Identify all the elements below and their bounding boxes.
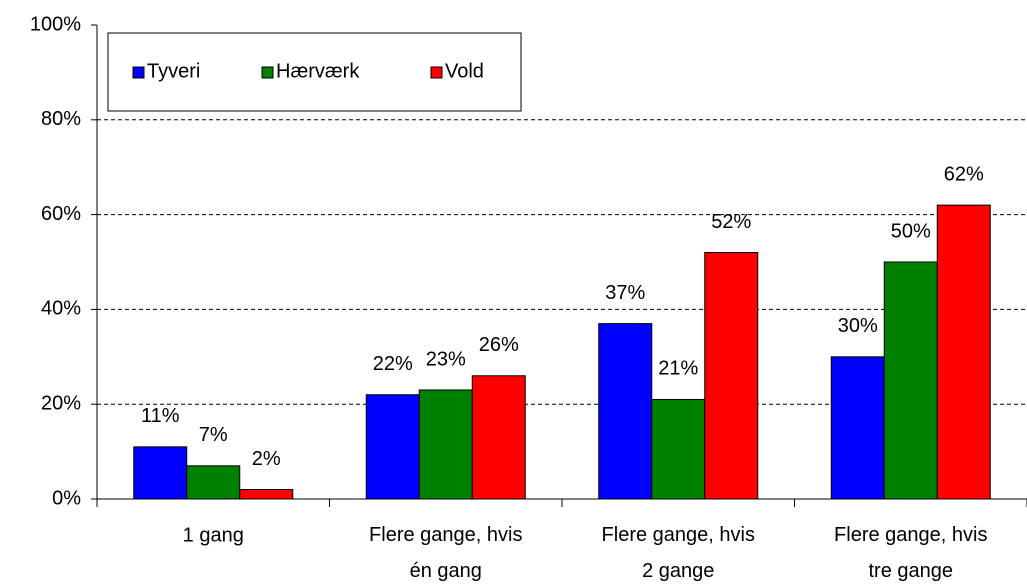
x-tick-label: Flere gange, hvis én gang (369, 524, 522, 582)
data-label: 23% (426, 348, 466, 370)
legend-label: Hærværk (276, 60, 360, 82)
data-label: 62% (944, 163, 984, 185)
data-label: 2% (252, 448, 281, 470)
data-label: 11% (141, 405, 180, 427)
bar (133, 446, 188, 500)
bar (704, 252, 759, 500)
bar (418, 389, 473, 500)
y-tick-label: 60% (41, 203, 81, 225)
bar (598, 323, 653, 500)
legend-label: Tyveri (147, 60, 200, 82)
data-label: 26% (479, 334, 519, 356)
legend-label: Vold (445, 60, 484, 82)
bar (651, 398, 706, 500)
y-tick-label: 0% (52, 487, 81, 509)
x-tick-label: Flere gange, hvis 2 gange (602, 524, 755, 582)
bar (186, 465, 241, 500)
bar (365, 394, 420, 500)
x-tick-label: 1 gang (183, 524, 244, 546)
data-label: 30% (838, 315, 878, 337)
legend-swatch (132, 66, 145, 79)
bar (471, 375, 526, 500)
data-label: 52% (711, 211, 751, 233)
bar (936, 204, 991, 500)
bar (883, 261, 938, 500)
data-label: 22% (373, 353, 413, 375)
data-label: 21% (658, 358, 698, 380)
data-label: 7% (199, 424, 228, 446)
data-label: 37% (605, 282, 645, 304)
legend-swatch (261, 66, 274, 79)
y-tick-label: 100% (30, 13, 81, 35)
legend-swatch (430, 66, 443, 79)
y-tick-label: 40% (41, 298, 81, 320)
bar (239, 489, 294, 500)
x-tick-label: Flere gange, hvis tre gange (834, 524, 987, 582)
legend-box (107, 32, 522, 112)
y-tick-label: 80% (41, 108, 81, 130)
y-tick-label: 20% (41, 392, 81, 414)
data-label: 50% (891, 220, 931, 242)
bar (830, 356, 885, 500)
